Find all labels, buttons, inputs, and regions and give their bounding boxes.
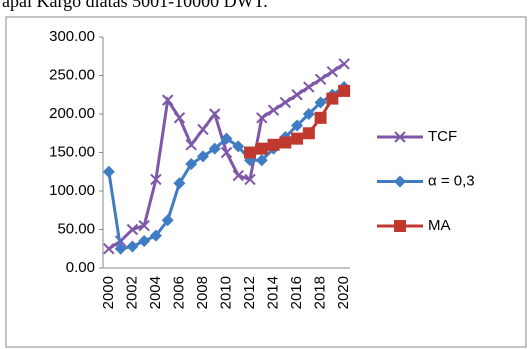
marker-diamond [173, 177, 186, 190]
marker-x [126, 223, 139, 236]
marker-diamond [114, 242, 127, 255]
marker-square [291, 132, 304, 145]
marker-x [173, 112, 186, 124]
x-tick-label: 2012 [241, 276, 258, 309]
marker-diamond [161, 214, 174, 227]
marker-x [279, 96, 292, 109]
marker-square [255, 142, 268, 155]
caption: apal Kargo diatas 5001-10000 DWT. [2, 0, 268, 11]
marker-diamond [255, 154, 268, 167]
marker-x [338, 58, 350, 70]
marker-square [338, 84, 351, 97]
marker-square [302, 127, 315, 140]
y-tick-label: 50.00 [57, 220, 95, 237]
x-tick-label: 2018 [312, 276, 329, 309]
legend-marker [394, 131, 406, 143]
x-tick-label: 2020 [335, 276, 352, 309]
marker-diamond [291, 119, 304, 132]
chart-border [5, 16, 527, 348]
series-line [108, 62, 345, 251]
x-tick-label: 2010 [217, 276, 234, 309]
marker-square [314, 111, 327, 124]
x-tick-label: 2014 [265, 276, 282, 309]
marker-x [209, 108, 221, 120]
legend-marker [394, 220, 406, 232]
legend-label: MA [428, 217, 451, 234]
marker-x [161, 94, 174, 106]
legend-label: TCF [428, 128, 457, 145]
legend-marker [394, 175, 406, 188]
marker-x [291, 89, 303, 101]
marker-diamond [149, 229, 162, 242]
x-tick-label: 2002 [123, 276, 140, 309]
marker-diamond [208, 142, 221, 155]
marker-x [185, 139, 197, 151]
x-tick-label: 2016 [288, 276, 305, 309]
marker-x [244, 173, 256, 186]
marker-x [256, 112, 268, 124]
marker-diamond [232, 140, 245, 153]
marker-diamond [196, 150, 209, 163]
marker-square [326, 92, 339, 105]
marker-x [303, 81, 315, 93]
marker-x [267, 104, 280, 116]
marker-diamond [314, 96, 327, 109]
marker-x [138, 219, 150, 232]
marker-x [232, 169, 244, 182]
marker-x [314, 73, 327, 86]
x-tick-label: 2004 [147, 276, 164, 309]
marker-x [326, 65, 339, 78]
marker-square [267, 138, 280, 151]
marker-square [279, 136, 292, 149]
y-tick-label: 100.00 [49, 182, 95, 199]
x-tick-label: 2000 [100, 276, 117, 309]
marker-x [197, 123, 209, 136]
marker-square [244, 146, 257, 159]
marker-x [150, 173, 162, 186]
y-tick-label: 300.00 [49, 28, 95, 45]
x-tick-label: 2006 [170, 276, 187, 309]
legend-label: α = 0,3 [428, 172, 475, 189]
marker-diamond [185, 158, 198, 171]
marker-diamond [102, 165, 115, 178]
marker-diamond [126, 240, 139, 253]
marker-x [220, 146, 233, 159]
marker-diamond [302, 108, 315, 120]
marker-x [103, 243, 115, 255]
marker-diamond [138, 235, 151, 248]
marker-diamond [220, 132, 233, 145]
y-tick-label: 150.00 [49, 143, 95, 160]
y-tick-label: 200.00 [49, 105, 95, 122]
x-tick-label: 2008 [194, 276, 211, 309]
y-tick-label: 0.00 [66, 259, 95, 276]
y-tick-label: 250.00 [49, 66, 95, 83]
